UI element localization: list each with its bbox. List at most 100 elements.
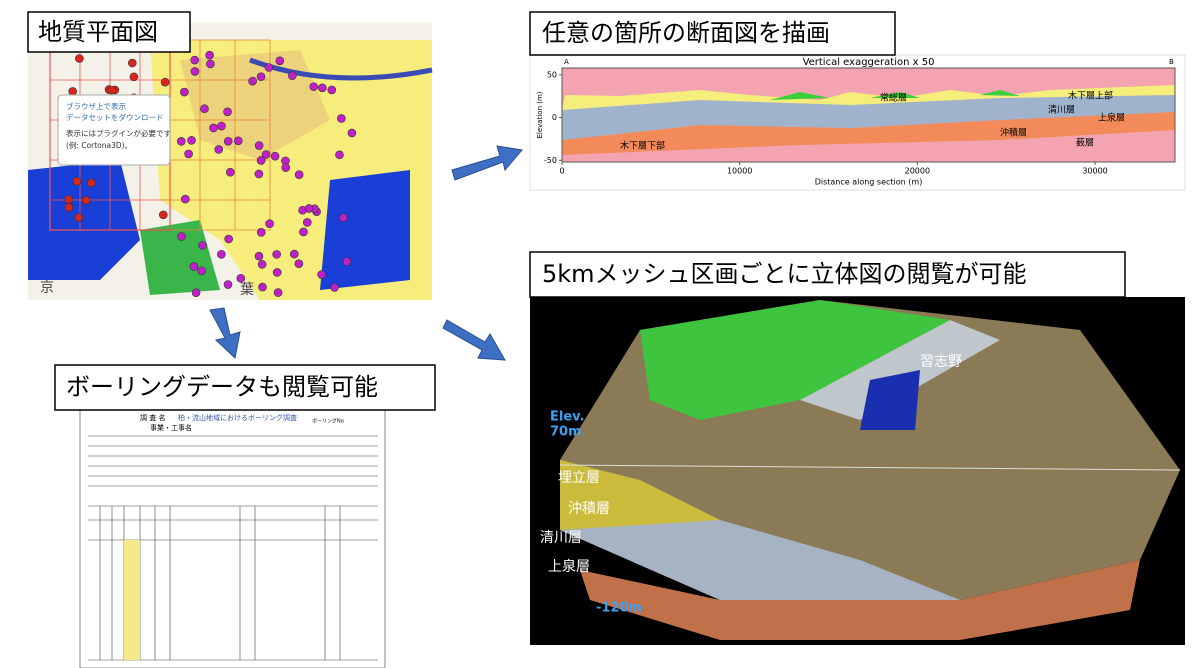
boring-point	[248, 76, 257, 86]
popup-note: 表示にはプラグインが必要です	[66, 128, 171, 138]
x-tick-label: 10000	[727, 167, 752, 176]
boring-point	[223, 280, 233, 289]
boring-point	[317, 83, 327, 93]
boring-point	[74, 213, 84, 222]
corner-label: A	[564, 58, 569, 66]
boring-point	[304, 204, 314, 213]
boring-point	[288, 71, 297, 81]
boring-point	[256, 228, 266, 237]
boring-point	[64, 195, 73, 204]
boring-point	[68, 87, 78, 96]
boring-point	[224, 234, 233, 244]
layer-annotation: 清川層	[1048, 104, 1075, 116]
boring-point	[254, 251, 264, 261]
x-tick-label: 0	[559, 167, 564, 176]
layer-annotation: 上泉層	[1098, 112, 1125, 124]
layer-label: 上泉層	[548, 558, 590, 575]
layer-label: 埋立層	[558, 470, 600, 486]
boring-point	[226, 167, 235, 177]
boring-point	[107, 85, 117, 95]
boring-point	[177, 232, 186, 241]
boring-point	[302, 218, 312, 227]
title-box	[54, 364, 436, 411]
x-axis-label: Distance along section (m)	[815, 178, 923, 187]
survey-name: 柏・流山地域におけるボーリング調査	[178, 413, 297, 422]
boring-point	[257, 260, 267, 269]
boring-point	[327, 85, 337, 95]
boring-point	[86, 178, 96, 188]
boring-point	[159, 210, 168, 220]
boring-point	[128, 58, 137, 68]
popup-link[interactable]: ブラウザ上で表示	[66, 101, 126, 111]
boring-point	[273, 288, 283, 297]
x-tick-label: 20000	[905, 167, 930, 176]
boring-point	[299, 227, 308, 237]
y-tick-label: -50	[544, 156, 557, 165]
boring-point	[290, 249, 299, 259]
boring-point	[72, 177, 82, 186]
boring-point	[272, 268, 282, 277]
boring-point	[206, 59, 215, 69]
boring-point	[217, 121, 226, 131]
layer-annotation: 木下層上部	[1068, 90, 1113, 102]
boring-point	[190, 67, 200, 76]
layer-label: 沖積層	[568, 501, 610, 517]
elev-label: Elev.	[550, 410, 585, 425]
corner-label: B	[1169, 58, 1174, 66]
y-tick-label: 50	[547, 70, 557, 79]
title-box	[27, 11, 191, 53]
boring-point	[181, 194, 190, 204]
layer-annotation: 薮層	[1076, 137, 1094, 149]
boring-point	[190, 55, 200, 65]
boring-point	[272, 250, 281, 259]
boring-point	[187, 136, 196, 145]
boring-point	[254, 169, 264, 179]
boring-point	[338, 213, 348, 222]
panel-title: 5kmメッシュ区画ごとに立体図の閲覧が可能	[542, 260, 1027, 288]
boring-point	[270, 151, 280, 161]
panel-title: 任意の箇所の断面図を描画	[542, 19, 830, 47]
boring-point	[261, 150, 271, 159]
boring-point	[81, 196, 91, 205]
map: ブラウザ上で表示 データセットをダウンロード 表示にはプラグインが必要です (例…	[28, 22, 433, 300]
boring-point	[191, 288, 201, 298]
layer-annotation: 常総層	[880, 92, 907, 104]
boring-no: ボーリングNo	[312, 418, 344, 425]
project-label: 事業・工事名	[150, 423, 192, 432]
boring-point	[294, 259, 304, 269]
doc-title: 調 査 名	[140, 413, 165, 422]
boring-point	[254, 141, 264, 150]
layer-annotation: 木下層下部	[620, 140, 665, 152]
boring-point	[275, 56, 285, 66]
boring-point	[294, 170, 304, 180]
model-3d: 習志野 Elev. 70m -120m 埋立層 沖積層 清川層 上泉層	[530, 297, 1185, 645]
boring-point	[200, 104, 209, 114]
layer-annotation: 沖積層	[1000, 127, 1027, 139]
place-label: 習志野	[920, 354, 962, 370]
boring-point	[198, 241, 207, 250]
boring-point	[347, 128, 357, 138]
y-axis-label: Elevation (m)	[536, 91, 544, 138]
boring-point	[264, 63, 274, 72]
panel-title: ボーリングデータも閲覧可能	[66, 373, 378, 401]
title-box	[529, 11, 896, 56]
place-label: 葉	[240, 282, 254, 298]
arrows	[209, 145, 523, 361]
boring-point	[184, 149, 193, 159]
boring-point	[197, 266, 206, 276]
boring-point	[180, 87, 189, 97]
popup-example: (例: Cortona3D)。	[66, 140, 132, 150]
boring-point	[342, 257, 352, 266]
boring-point	[330, 283, 339, 292]
boring-point	[335, 150, 344, 160]
chart-title: Vertical exaggeration x 50	[803, 57, 935, 68]
layer-label: 清川層	[540, 530, 582, 546]
boring-document: 調 査 名 柏・流山地域におけるボーリング調査 事業・工事名 ボーリングNo	[79, 394, 386, 668]
popup-link[interactable]: データセットをダウンロード	[66, 112, 164, 122]
boring-point	[233, 136, 243, 146]
boring-point	[129, 72, 139, 82]
boring-point	[256, 72, 266, 81]
boring-point	[223, 107, 232, 117]
